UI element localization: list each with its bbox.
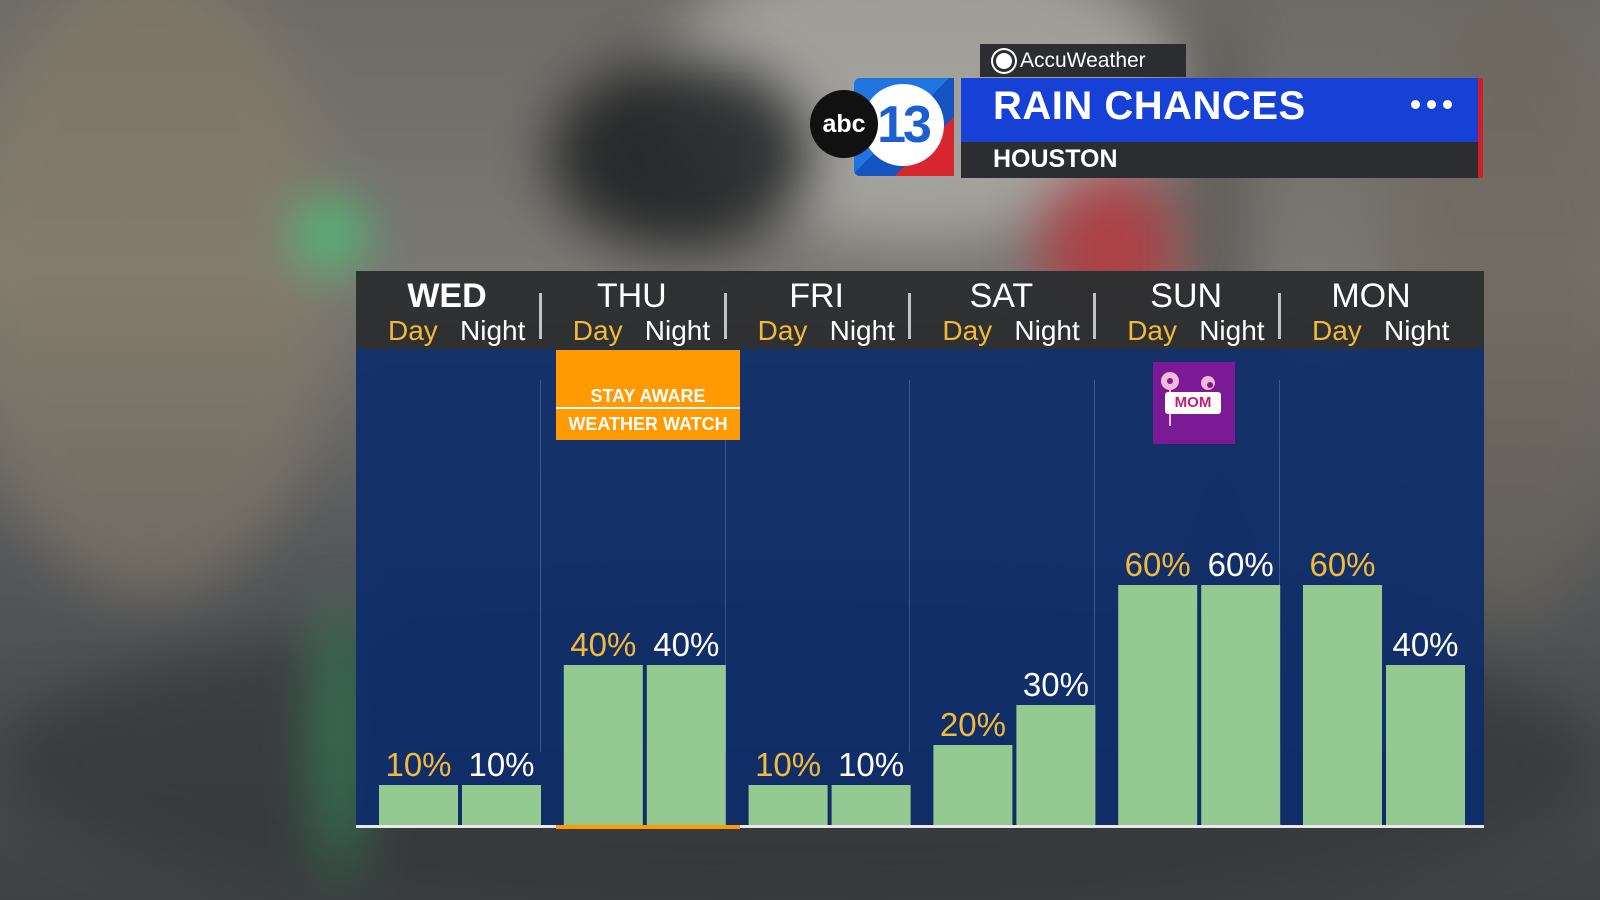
bar-sat-night bbox=[1016, 705, 1096, 825]
night-period-label: Night bbox=[644, 315, 711, 346]
flower-icon bbox=[1161, 372, 1179, 390]
day-separator bbox=[1093, 293, 1097, 339]
day-separator bbox=[1278, 293, 1281, 339]
night-period-label: Night bbox=[1014, 315, 1080, 346]
value-label-sun-night: 60% bbox=[1208, 546, 1274, 583]
watch-line-2: WEATHER WATCH bbox=[568, 414, 728, 434]
day-column-fri: FRI Day Night bbox=[726, 271, 908, 349]
day-column-sun: SUN Day Night bbox=[1095, 271, 1277, 349]
bar-sun-day bbox=[1118, 585, 1198, 825]
accuweather-label: AccuWeather bbox=[1020, 49, 1146, 72]
bar-sat-day bbox=[933, 745, 1013, 825]
subtitle-bar: HOUSTON bbox=[961, 142, 1482, 178]
chart-baseline bbox=[356, 825, 1484, 828]
value-label-wed-day: 10% bbox=[385, 746, 451, 783]
day-column-mon: MON Day Night bbox=[1280, 271, 1462, 349]
value-label-thu-day: 40% bbox=[570, 626, 636, 663]
value-label-thu-night: 40% bbox=[653, 626, 719, 663]
sun-icon bbox=[996, 53, 1012, 69]
bar-wed-day bbox=[379, 785, 458, 825]
flower-icon bbox=[1201, 376, 1215, 390]
page-title: RAIN CHANCES bbox=[993, 84, 1306, 128]
day-separator bbox=[908, 293, 912, 339]
day-column-sat: SAT Day Night bbox=[910, 271, 1092, 349]
bar-fri-night bbox=[831, 785, 911, 825]
bar-mon-day bbox=[1303, 585, 1382, 825]
day-name: MON bbox=[1331, 277, 1411, 315]
accuweather-tag: AccuWeather bbox=[980, 44, 1186, 77]
watch-line-1: STAY AWARE bbox=[590, 386, 706, 406]
day-period-label: Day bbox=[1127, 315, 1177, 346]
value-label-wed-night: 10% bbox=[468, 746, 534, 783]
more-dots-icon bbox=[1411, 100, 1452, 109]
watch-divider bbox=[556, 407, 740, 409]
chart-plot-area bbox=[356, 349, 1484, 827]
mothers-day-icon: MOM bbox=[1153, 362, 1235, 444]
day-period-label: Day bbox=[757, 315, 808, 346]
day-name: FRI bbox=[789, 277, 844, 315]
night-period-label: Night bbox=[829, 315, 895, 346]
title-bar: RAIN CHANCES bbox=[961, 78, 1482, 142]
value-label-fri-night: 10% bbox=[838, 746, 904, 783]
day-separator bbox=[538, 293, 542, 339]
day-name: THU bbox=[596, 277, 667, 315]
watch-underline bbox=[556, 825, 740, 829]
bar-sun-night bbox=[1201, 585, 1281, 825]
night-period-label: Night bbox=[1199, 315, 1265, 346]
day-divider-line bbox=[1279, 380, 1280, 752]
day-name: WED bbox=[407, 277, 487, 315]
day-period-label: Day bbox=[1312, 315, 1362, 346]
abc-network-logo: abc bbox=[810, 90, 878, 158]
value-label-sat-day: 20% bbox=[940, 706, 1006, 743]
night-period-label: Night bbox=[1384, 315, 1450, 346]
day-divider-line bbox=[539, 380, 541, 752]
day-divider-line bbox=[1094, 380, 1096, 752]
day-period-label: Day bbox=[942, 315, 993, 346]
day-divider-line bbox=[724, 380, 726, 752]
value-label-sat-night: 30% bbox=[1023, 666, 1089, 703]
day-column-thu: THU Day Night bbox=[541, 271, 723, 349]
value-label-mon-night: 40% bbox=[1392, 626, 1458, 663]
day-header-bar bbox=[356, 271, 1484, 349]
stay-aware-weather-watch-banner: STAY AWARE WEATHER WATCH bbox=[556, 350, 740, 440]
day-divider-line bbox=[909, 380, 911, 752]
channel-badge: 13 bbox=[854, 78, 954, 176]
accent-stripe bbox=[1478, 78, 1483, 178]
day-column-wed: WED Day Night bbox=[356, 271, 538, 349]
mom-card: MOM bbox=[1165, 392, 1221, 414]
bar-wed-night bbox=[462, 785, 541, 825]
night-period-label: Night bbox=[460, 315, 526, 346]
day-period-label: Day bbox=[572, 315, 623, 346]
bar-fri-day bbox=[748, 785, 828, 825]
day-period-label: Day bbox=[388, 315, 438, 346]
value-label-sun-day: 60% bbox=[1125, 546, 1191, 583]
day-separator bbox=[723, 293, 727, 339]
abc13-logo: 13 abc bbox=[810, 78, 960, 176]
value-label-mon-day: 60% bbox=[1309, 546, 1375, 583]
day-name: SUN bbox=[1150, 277, 1223, 315]
bar-mon-night bbox=[1386, 665, 1465, 825]
value-label-fri-day: 10% bbox=[755, 746, 821, 783]
location-subtitle: HOUSTON bbox=[993, 145, 1118, 173]
day-name: SAT bbox=[969, 277, 1034, 315]
bar-thu-night bbox=[646, 665, 726, 825]
bar-thu-day bbox=[563, 665, 643, 825]
